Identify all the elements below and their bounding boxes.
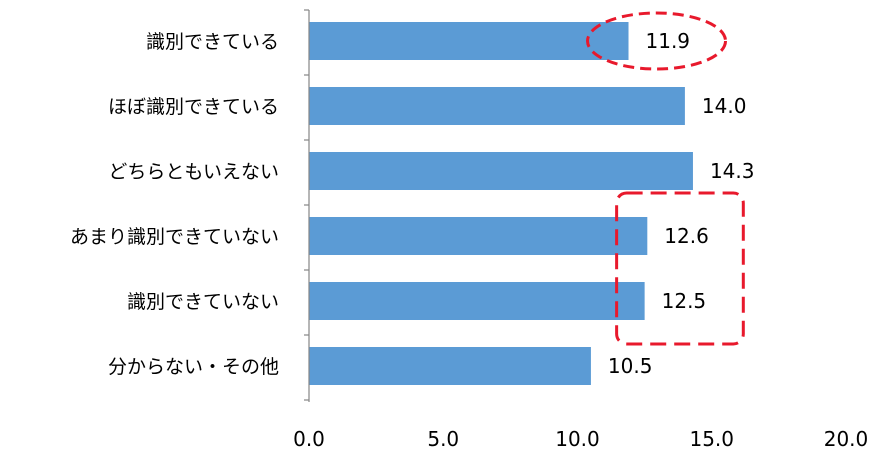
bar-1: [309, 87, 685, 125]
x-tick-label-2: 10.0: [555, 427, 600, 449]
x-tick-label-3: 15.0: [689, 427, 734, 449]
highlight-ellipse: [586, 11, 728, 71]
category-label-1: ほぼ識別できている: [108, 96, 279, 118]
value-label-5: 10.5: [608, 354, 653, 378]
x-tick-label-4: 20.0: [824, 427, 869, 449]
value-label-3: 12.6: [664, 224, 709, 248]
category-label-3: あまり識別できていない: [70, 226, 279, 248]
category-label-4: 識別できていない: [127, 291, 279, 313]
category-label-2: どちらともいえない: [108, 161, 279, 183]
category-label-5: 分からない・その他: [108, 356, 279, 378]
bar-4: [309, 282, 645, 320]
value-label-1: 14.0: [702, 94, 747, 118]
annotations-group: [586, 11, 745, 346]
x-tick-label-0: 0.0: [293, 427, 325, 449]
value-label-2: 14.3: [710, 159, 755, 183]
labels-group: 識別できている 11.9 ほぼ識別できている 14.0 どちらともいえない 14.3 あまり…: [70, 29, 868, 449]
bar-2: [309, 152, 693, 190]
x-tick-label-1: 5.0: [427, 427, 459, 449]
value-label-4: 12.5: [662, 289, 707, 313]
axes-group: [304, 9, 310, 402]
bars-group: [309, 22, 693, 385]
bar-3: [309, 217, 648, 255]
bar-0: [309, 22, 629, 60]
category-label-0: 識別できている: [146, 31, 279, 53]
value-label-0: 11.9: [646, 29, 691, 53]
bar-5: [309, 347, 591, 385]
highlight-box: [615, 191, 745, 346]
